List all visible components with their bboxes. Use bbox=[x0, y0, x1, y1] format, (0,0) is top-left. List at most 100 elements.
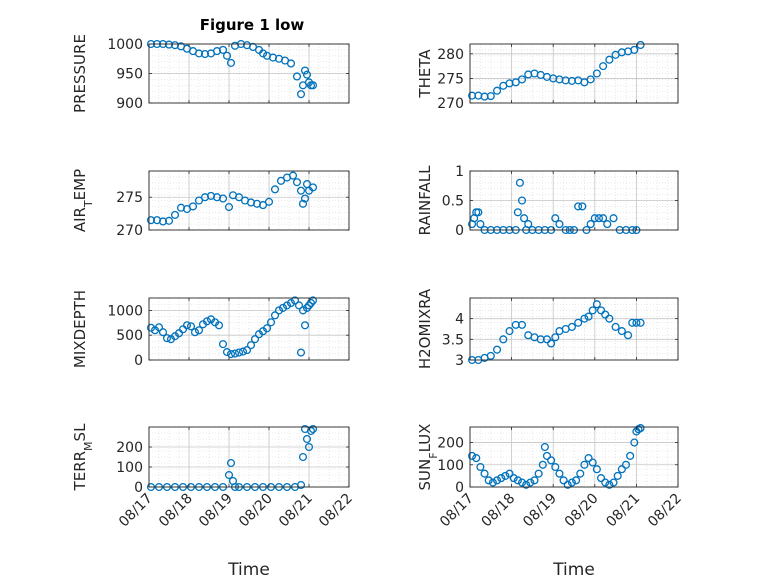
data-point bbox=[603, 220, 612, 229]
x-tick-label: 08/21 bbox=[276, 491, 316, 531]
data-point bbox=[517, 75, 527, 84]
x-tick-label: 08/17 bbox=[116, 491, 156, 531]
data-point bbox=[609, 478, 618, 487]
data-point bbox=[636, 424, 645, 433]
data-point bbox=[472, 454, 481, 463]
data-point bbox=[542, 451, 552, 460]
y-tick-label: 275 bbox=[437, 71, 464, 87]
y-tick-label: 0 bbox=[455, 480, 464, 496]
data-point bbox=[576, 469, 585, 478]
data-point bbox=[480, 469, 489, 478]
data-point bbox=[476, 220, 485, 229]
data-point bbox=[158, 328, 168, 337]
data-point bbox=[164, 40, 174, 49]
data-point bbox=[630, 438, 639, 447]
data-point bbox=[551, 462, 560, 472]
data-point bbox=[617, 327, 626, 336]
y-tick-label: 500 bbox=[116, 328, 143, 344]
data-point bbox=[563, 480, 572, 489]
data-point bbox=[308, 296, 318, 305]
data-point bbox=[522, 480, 531, 489]
data-point bbox=[298, 452, 308, 462]
y-tick-label: 280 bbox=[437, 47, 464, 63]
data-point bbox=[218, 45, 228, 54]
y-tick-label: 0 bbox=[134, 480, 143, 496]
data-point bbox=[154, 323, 164, 332]
data-point bbox=[296, 348, 306, 357]
data-point bbox=[222, 51, 232, 60]
data-point bbox=[559, 476, 568, 485]
axes-box bbox=[148, 170, 350, 231]
x-tick-label: 08/19 bbox=[196, 491, 236, 531]
data-point bbox=[306, 426, 316, 436]
data-point bbox=[468, 451, 477, 460]
data-point bbox=[274, 306, 284, 315]
data-point bbox=[555, 469, 564, 478]
y-tick-label: 3.5 bbox=[442, 332, 464, 348]
data-point bbox=[302, 70, 312, 79]
data-point bbox=[617, 465, 626, 474]
data-point bbox=[308, 81, 318, 90]
data-point bbox=[292, 178, 302, 187]
data-point bbox=[250, 335, 260, 344]
data-point bbox=[538, 460, 547, 469]
data-point bbox=[296, 480, 306, 490]
data-point bbox=[214, 321, 224, 330]
data-point bbox=[492, 86, 502, 95]
y-tick-label: 1 bbox=[455, 164, 464, 180]
data-point bbox=[194, 326, 204, 335]
data-point bbox=[515, 178, 524, 187]
data-point bbox=[636, 318, 645, 327]
axis-ticks bbox=[469, 298, 679, 361]
data-point bbox=[286, 59, 296, 68]
data-point bbox=[218, 194, 228, 203]
subplot-terr-msl: 0 100 200 TERRMSL 08/17 08/18 08/19 08/20 08/21 0… bbox=[71, 423, 356, 580]
data-point bbox=[300, 321, 310, 330]
y-axis-label: H2OMIXRA bbox=[416, 288, 434, 369]
axes-box bbox=[469, 43, 679, 104]
data-point bbox=[194, 49, 204, 58]
subplot-pressure: 900 950 1000 PRESSURE bbox=[71, 34, 350, 113]
data-point bbox=[499, 335, 508, 344]
data-point bbox=[551, 333, 560, 342]
data-point bbox=[513, 476, 522, 485]
data-point bbox=[476, 462, 485, 472]
data-point bbox=[300, 66, 310, 75]
data-point bbox=[572, 476, 581, 485]
data-point bbox=[170, 210, 180, 219]
data-point bbox=[146, 216, 156, 225]
data-point bbox=[294, 301, 304, 310]
y-tick-label: 0 bbox=[455, 223, 464, 239]
data-point bbox=[588, 306, 597, 315]
y-tick-label: 275 bbox=[116, 190, 143, 206]
data-point bbox=[586, 75, 595, 84]
y-axis-label: THETA bbox=[416, 49, 434, 99]
data-point bbox=[599, 214, 608, 223]
data-point bbox=[270, 185, 280, 194]
data-point bbox=[513, 208, 522, 217]
data-point bbox=[586, 220, 595, 229]
y-axis-label-part: SL bbox=[71, 423, 89, 442]
data-point bbox=[517, 478, 527, 487]
data-point bbox=[511, 78, 520, 87]
data-point bbox=[626, 451, 635, 460]
y-axis-label-part: TERR bbox=[71, 451, 89, 492]
axis-ticks bbox=[148, 171, 350, 231]
data-point bbox=[474, 208, 483, 217]
x-tick-label: 08/19 bbox=[520, 491, 560, 531]
data-point bbox=[580, 78, 589, 87]
x-tick-label: 08/18 bbox=[156, 491, 196, 531]
y-axis-label: MIXDEPTH bbox=[71, 290, 89, 368]
subplot-mixdepth: 0 500 1000 MIXDEPTH bbox=[71, 290, 350, 369]
data-point bbox=[222, 348, 232, 357]
y-tick-label: 0.5 bbox=[442, 194, 464, 210]
data-point bbox=[584, 312, 593, 321]
data-point bbox=[584, 454, 593, 463]
axis-ticks bbox=[148, 427, 350, 488]
y-tick-label: 100 bbox=[116, 460, 143, 476]
data-point bbox=[517, 320, 527, 329]
subplot-rainfall: 0 0.5 1 RAINFALL bbox=[416, 164, 679, 239]
data-point bbox=[238, 347, 248, 356]
data-point bbox=[218, 340, 228, 349]
